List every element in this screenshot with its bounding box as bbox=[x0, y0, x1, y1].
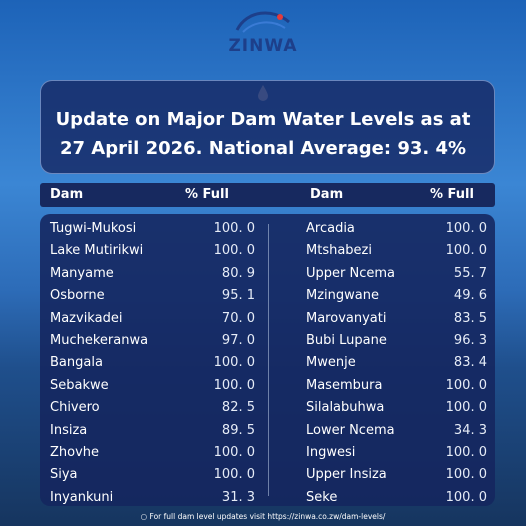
dam-name: Mwenje bbox=[306, 355, 356, 371]
dam-level: 100. 0 bbox=[213, 445, 255, 460]
table-body bbox=[40, 214, 495, 506]
dam-level: 70. 0 bbox=[221, 310, 255, 326]
dam-level: 100. 0 bbox=[213, 377, 255, 393]
dam-name: Upper Ncema bbox=[306, 265, 395, 281]
dam-name: Mzingwane bbox=[306, 288, 379, 304]
dam-name: Marovanyati bbox=[306, 310, 387, 326]
title-line: Update on Major Dam Water Levels as at bbox=[55, 109, 471, 130]
dam-level: 34. 3 bbox=[453, 422, 487, 438]
column-header: % Full bbox=[430, 187, 474, 202]
dam-level: 100. 0 bbox=[213, 243, 255, 259]
dam-level: 100. 0 bbox=[213, 221, 255, 236]
dam-name: Mazvikadei bbox=[50, 310, 123, 326]
dam-name: Sebakwe bbox=[50, 377, 109, 393]
footer-text: For full dam level updates visit https:/… bbox=[149, 512, 386, 521]
logo-text: ZINWA bbox=[228, 36, 298, 56]
dam-name: Chivero bbox=[50, 400, 100, 416]
dam-name: Bubi Lupane bbox=[306, 333, 387, 348]
dam-level: 100. 0 bbox=[445, 221, 487, 236]
dam-level: 55. 7 bbox=[453, 265, 487, 281]
dam-level: 80. 9 bbox=[221, 265, 255, 281]
dam-name: Inyankuni bbox=[50, 489, 114, 505]
dam-name: Manyame bbox=[50, 265, 114, 281]
dam-level: 95. 1 bbox=[221, 288, 255, 304]
dam-name: Siya bbox=[50, 467, 78, 483]
footer: ○ For full dam level updates visit https… bbox=[0, 512, 526, 521]
dam-name: Upper Insiza bbox=[306, 467, 387, 483]
divider bbox=[268, 224, 269, 496]
dam-name: Tugwi-Mukosi bbox=[50, 221, 137, 236]
dam-level: 96. 3 bbox=[453, 333, 487, 348]
column-header: Dam bbox=[310, 187, 344, 202]
column-header: Dam bbox=[50, 187, 84, 202]
dam-name: Osborne bbox=[50, 288, 105, 304]
globe-icon: ○ bbox=[140, 512, 148, 521]
dam-level: 83. 4 bbox=[453, 355, 487, 371]
dam-name: Lower Ncema bbox=[306, 422, 395, 438]
dam-level: 89. 5 bbox=[221, 422, 255, 438]
column-header: % Full bbox=[185, 187, 229, 202]
dam-level: 100. 0 bbox=[445, 445, 487, 460]
dam-name: Silalabuhwa bbox=[306, 400, 385, 416]
logo-icon bbox=[235, 11, 290, 33]
dam-name: Zhovhe bbox=[50, 445, 100, 460]
dam-level: 97. 0 bbox=[221, 333, 255, 348]
dam-level: 49. 6 bbox=[453, 288, 487, 304]
dam-level: 100. 0 bbox=[213, 355, 255, 371]
dam-name: Bangala bbox=[50, 355, 103, 371]
dam-name: Seke bbox=[306, 489, 338, 505]
dam-level: 31. 3 bbox=[221, 489, 255, 505]
dam-level: 100. 0 bbox=[445, 400, 487, 416]
dam-level: 100. 0 bbox=[445, 467, 487, 483]
title-line: 27 April 2026. National Average: 93. 4% bbox=[59, 138, 467, 159]
dam-level: 100. 0 bbox=[213, 467, 255, 483]
dam-name: Insiza bbox=[50, 422, 88, 438]
dam-level: 100. 0 bbox=[445, 377, 487, 393]
dam-level: 100. 0 bbox=[445, 489, 487, 505]
dam-name: Lake Mutirikwi bbox=[50, 243, 144, 259]
dam-name: Muchekeranwa bbox=[50, 333, 149, 348]
dam-name: Ingwesi bbox=[306, 445, 356, 460]
dam-level: 100. 0 bbox=[445, 243, 487, 259]
dam-name: Mtshabezi bbox=[306, 243, 372, 259]
dam-name: Masembura bbox=[306, 377, 383, 393]
dam-name: Arcadia bbox=[306, 221, 355, 236]
dam-level: 82. 5 bbox=[221, 400, 255, 416]
table-header bbox=[40, 183, 495, 207]
title-box bbox=[40, 80, 495, 174]
dam-level: 83. 5 bbox=[453, 310, 487, 326]
